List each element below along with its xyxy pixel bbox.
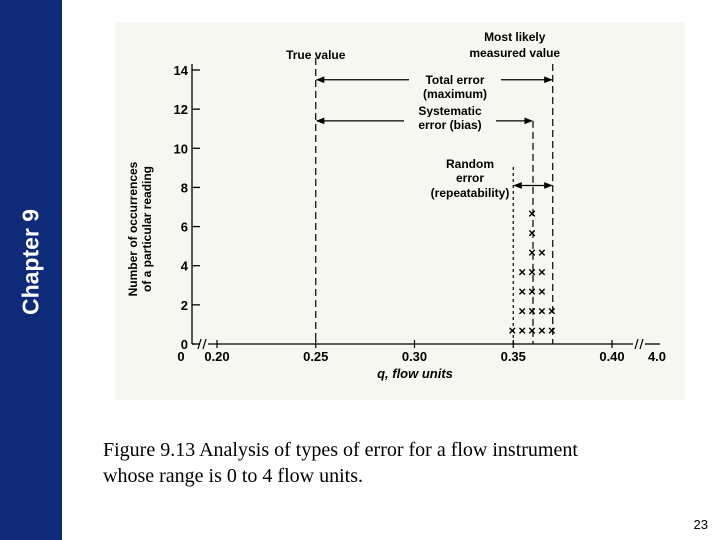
y-tick-label: 10 — [174, 141, 188, 156]
x-tick-label: 0.20 — [204, 349, 229, 364]
total-error-label-1: Total error — [425, 73, 484, 87]
chapter-sidebar: Chapter 9 — [0, 0, 62, 540]
histogram-point: × — [508, 323, 516, 338]
histogram-point: × — [528, 206, 536, 221]
page-number: 23 — [693, 517, 708, 532]
histogram-point: × — [528, 245, 536, 260]
histogram-point: × — [528, 265, 536, 280]
y-tick-label: 14 — [174, 63, 189, 78]
histogram-point: × — [538, 304, 546, 319]
most-likely-label-1: Most likely — [484, 30, 546, 44]
x-tick-label: 0.25 — [303, 349, 328, 364]
histogram-point: × — [538, 265, 546, 280]
chart-axes: 0 2 4 6 8 10 12 14 0 4.0 0.20 0.25 0.30 0.35 0.40 — [174, 63, 667, 364]
total-error-label-bg — [409, 85, 501, 101]
histogram-point: × — [518, 284, 526, 299]
random-label-1: Random — [446, 157, 494, 171]
y-tick-label: 4 — [181, 259, 189, 274]
histogram-point: × — [548, 323, 556, 338]
histogram-point: × — [528, 304, 536, 319]
x-axis-label: q, flow units — [377, 366, 453, 381]
systematic-label-2: error (bias) — [418, 118, 481, 132]
caption-line-2: whose range is 0 to 4 flow units. — [103, 465, 363, 487]
chart-points: × ×××××××××××××××××× — [508, 206, 556, 338]
x-tick-label: 0.40 — [599, 349, 624, 364]
systematic-label-bg — [404, 102, 496, 118]
y-axis-label-line1: Number of occurrences — [126, 161, 140, 296]
systematic-label-bg — [404, 116, 496, 132]
x-tick-label: 0.30 — [402, 349, 427, 364]
random-label-3: (repeatability) — [431, 186, 510, 200]
histogram-point: × — [528, 226, 536, 241]
chapter-label: Chapter 9 — [17, 208, 44, 316]
random-label-2: error — [456, 171, 484, 185]
total-error-label-2: (maximum) — [423, 87, 487, 101]
error-analysis-chart: 0 2 4 6 8 10 12 14 0 4.0 0.20 0.25 0.30 0.35 0.40 True… — [126, 30, 667, 381]
histogram-point: × — [538, 284, 546, 299]
histogram-point: × — [518, 323, 526, 338]
figure-caption: Figure 9.13 Analysis of types of error f… — [103, 437, 693, 489]
x-tick-label: 0.35 — [501, 349, 526, 364]
histogram-point: × — [528, 323, 536, 338]
true-value-label: True value — [286, 48, 346, 62]
most-likely-label-2: measured value — [469, 46, 560, 60]
histogram-point: × — [538, 245, 546, 260]
caption-line-1: Figure 9.13 Analysis of types of error f… — [103, 439, 578, 461]
y-tick-label: 8 — [181, 180, 188, 195]
x-axis-break-right — [634, 338, 644, 350]
chart-annotations: True value Most likely measured value Total… — [286, 30, 560, 344]
histogram-point: × — [518, 304, 526, 319]
y-tick-label: 2 — [181, 298, 188, 313]
histogram-point: × — [548, 304, 556, 319]
x-axis-break-left — [197, 338, 207, 350]
x-tick-label-zero: 0 — [177, 349, 184, 364]
y-tick-label: 6 — [181, 220, 188, 235]
x-tick-label-max: 4.0 — [648, 349, 666, 364]
total-error-label-bg — [409, 71, 501, 87]
systematic-label-1: Systematic — [418, 104, 482, 118]
histogram-point: × — [538, 323, 546, 338]
y-axis-label-line2: of a particular reading — [140, 166, 154, 292]
y-tick-label: 12 — [174, 102, 188, 117]
histogram-point: × — [518, 265, 526, 280]
figure-panel: 0 2 4 6 8 10 12 14 0 4.0 0.20 0.25 0.30 0.35 0.40 True… — [115, 22, 685, 400]
y-tick-label: 0 — [181, 337, 188, 352]
histogram-point: × — [528, 284, 536, 299]
